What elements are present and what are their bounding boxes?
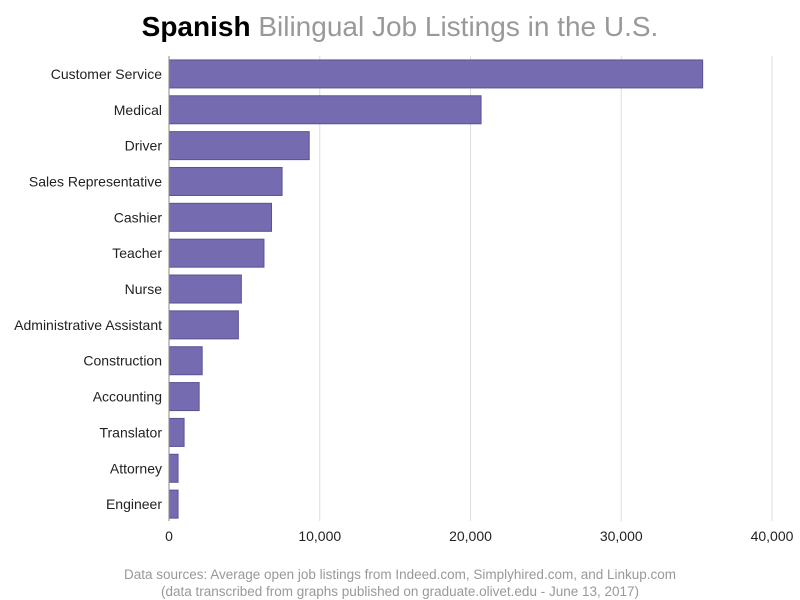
category-label: Translator: [99, 424, 162, 440]
bar: [168, 131, 310, 161]
category-label: Engineer: [106, 496, 162, 512]
bar: [168, 489, 179, 519]
bar: [168, 202, 273, 232]
category-label: Attorney: [110, 460, 162, 476]
x-tick-label: 10,000: [298, 528, 341, 544]
x-tick-label: 20,000: [449, 528, 492, 544]
x-tick-label: 0: [165, 528, 173, 544]
chart-title-rest: Bilingual Job Listings in the U.S.: [251, 11, 659, 42]
category-labels: Customer Service Medical Driver Sales Repre…: [14, 66, 162, 512]
bar: [168, 310, 239, 340]
category-label: Construction: [83, 353, 162, 369]
source-line-2: (data transcribed from graphs published …: [161, 584, 639, 599]
x-tick-label: 30,000: [600, 528, 643, 544]
category-label: Driver: [125, 138, 163, 154]
bar: [168, 346, 203, 376]
bar: [168, 274, 242, 304]
bars: [168, 59, 704, 519]
bar: [168, 382, 200, 412]
chart-title-bold: Spanish: [142, 11, 251, 42]
category-label: Administrative Assistant: [14, 317, 162, 333]
category-label: Teacher: [112, 245, 162, 261]
x-axis-ticks: 0 10,000 20,000 30,000 40,000: [165, 528, 794, 544]
bar: [168, 453, 179, 483]
x-tick-label: 40,000: [751, 528, 794, 544]
chart-title: Spanish Bilingual Job Listings in the U.…: [142, 11, 659, 42]
bar: [168, 59, 704, 89]
bar: [168, 95, 482, 125]
category-label: Cashier: [114, 209, 163, 225]
category-label: Accounting: [93, 389, 162, 405]
category-label: Customer Service: [51, 66, 162, 82]
bar: [168, 166, 283, 196]
category-label: Nurse: [125, 281, 163, 297]
grid-lines: [319, 56, 773, 521]
category-label: Medical: [114, 102, 162, 118]
category-label: Sales Representative: [29, 173, 162, 189]
source-line-1: Data sources: Average open job listings …: [124, 567, 676, 582]
bar: [168, 238, 265, 268]
bar: [168, 417, 185, 447]
